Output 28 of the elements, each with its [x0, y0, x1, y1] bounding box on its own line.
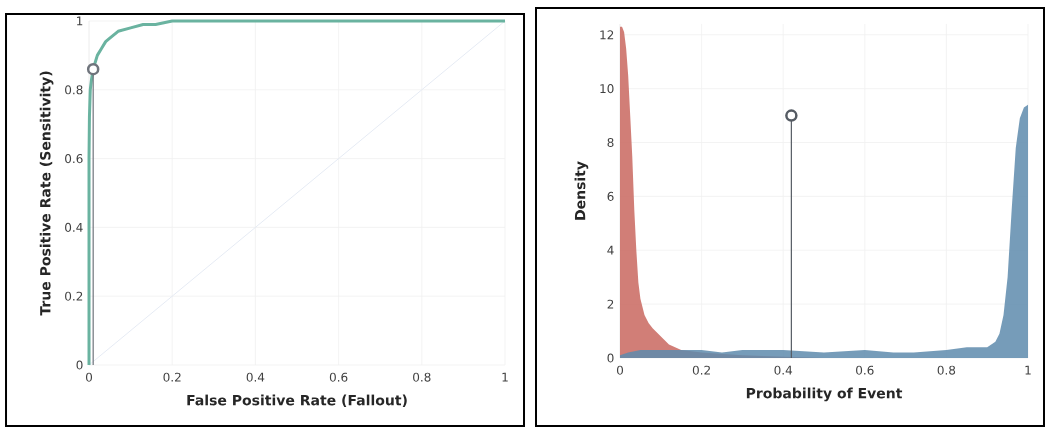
- y-tick-label: 0.8: [65, 85, 83, 95]
- x-tick-label: 0: [616, 365, 624, 375]
- y-tick-label: 1: [77, 16, 83, 26]
- y-tick-label: 2: [607, 299, 614, 309]
- x-tick-label: 0.8: [413, 372, 431, 382]
- x-tick-label: 1: [1025, 365, 1031, 375]
- x-tick-label: 1: [502, 372, 508, 382]
- x-tick-label: 0.4: [246, 372, 265, 382]
- x-tick-label: 0: [85, 372, 93, 382]
- x-tick-label: 0.6: [856, 365, 874, 375]
- y-tick-label: 10: [600, 84, 614, 94]
- y-tick-label: 6: [607, 191, 614, 201]
- y-tick-label: 8: [607, 137, 614, 148]
- x-tick-label: 0.6: [329, 372, 348, 382]
- y-axis-title: Density: [574, 161, 589, 220]
- x-tick-label: 0.4: [774, 365, 793, 375]
- y-axis-title: True Positive Rate (Sensitivity): [39, 71, 54, 316]
- x-tick-label: 0.2: [163, 372, 181, 382]
- y-tick-label: 4: [607, 245, 614, 255]
- x-axis-title: False Positive Rate (Fallout): [187, 394, 407, 408]
- y-tick-label: 12: [600, 30, 614, 40]
- y-tick-label: 0.6: [65, 154, 83, 164]
- y-tick-label: 0.4: [65, 222, 83, 232]
- x-tick-label: 0.2: [692, 365, 710, 375]
- y-tick-label: 0.2: [65, 291, 83, 301]
- y-tick-label: 0: [607, 353, 614, 363]
- x-tick-label: 0.8: [937, 365, 956, 375]
- x-axis-title: Probability of Event: [746, 387, 903, 402]
